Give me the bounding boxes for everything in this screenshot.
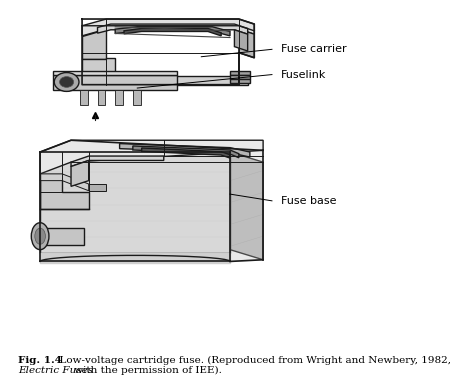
Polygon shape: [230, 79, 249, 83]
Circle shape: [59, 77, 73, 87]
Text: with the permission of IEE).: with the permission of IEE).: [71, 366, 222, 375]
Polygon shape: [133, 146, 238, 158]
Polygon shape: [40, 174, 89, 209]
Polygon shape: [124, 29, 221, 36]
Polygon shape: [89, 184, 106, 191]
Text: Fig. 1.4: Fig. 1.4: [18, 356, 62, 365]
Polygon shape: [115, 90, 123, 105]
Polygon shape: [230, 150, 263, 262]
Polygon shape: [82, 29, 106, 60]
Ellipse shape: [35, 228, 45, 244]
Polygon shape: [71, 161, 89, 187]
Polygon shape: [234, 30, 247, 51]
Polygon shape: [53, 71, 177, 75]
Polygon shape: [97, 90, 105, 105]
Polygon shape: [238, 29, 254, 58]
Polygon shape: [80, 90, 88, 105]
Text: Fuse base: Fuse base: [280, 196, 336, 206]
Polygon shape: [40, 174, 89, 191]
Polygon shape: [82, 19, 254, 36]
Polygon shape: [40, 140, 263, 174]
Circle shape: [54, 72, 79, 91]
Polygon shape: [53, 75, 177, 90]
Text: Low-voltage cartridge fuse. (Reproduced from Wright and Newbery, 1982,: Low-voltage cartridge fuse. (Reproduced …: [53, 355, 450, 365]
Polygon shape: [119, 144, 249, 157]
Polygon shape: [82, 58, 115, 76]
Polygon shape: [36, 228, 84, 245]
Text: Electric Fuses: Electric Fuses: [18, 366, 93, 375]
Polygon shape: [230, 75, 249, 79]
Text: Fuselink: Fuselink: [280, 70, 325, 80]
Polygon shape: [115, 27, 230, 36]
Polygon shape: [40, 152, 230, 253]
Polygon shape: [133, 90, 140, 105]
Polygon shape: [71, 156, 163, 166]
Polygon shape: [97, 24, 247, 34]
Polygon shape: [230, 152, 263, 260]
Polygon shape: [82, 76, 247, 85]
Ellipse shape: [31, 223, 49, 250]
Polygon shape: [230, 71, 249, 75]
Polygon shape: [141, 148, 230, 158]
Text: Fuse carrier: Fuse carrier: [280, 45, 346, 54]
